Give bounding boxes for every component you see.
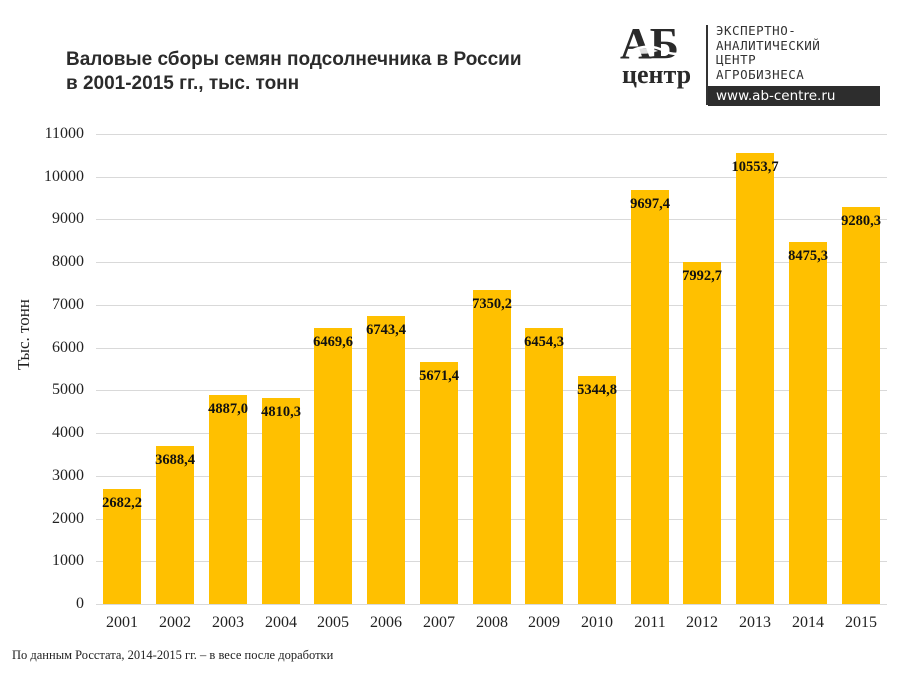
y-tick-label: 1000 [52, 552, 84, 569]
x-tick-label: 2011 [634, 614, 666, 631]
bar-2011 [631, 190, 669, 604]
bar-2002 [156, 446, 194, 604]
gridline [96, 177, 887, 178]
logo-line: АНАЛИТИЧЕСКИЙ [716, 37, 821, 53]
x-tick-label: 2008 [476, 614, 508, 631]
gridline [96, 604, 887, 605]
x-tick-label: 2002 [159, 614, 191, 631]
x-tick-label: 2004 [265, 614, 297, 631]
bar-2006 [367, 316, 405, 604]
x-tick-label: 2013 [739, 614, 771, 631]
leaf-icon [627, 45, 701, 56]
y-tick-label: 11000 [44, 125, 84, 142]
bar-value-label: 7350,2 [472, 296, 512, 312]
x-tick-label: 2012 [686, 614, 718, 631]
logo-mark: АБ центр [618, 19, 706, 92]
logo-line: ЦЕНТР [716, 52, 757, 67]
bar-value-label: 5344,8 [577, 382, 617, 398]
x-tick-label: 2005 [317, 614, 349, 631]
bar-2003 [209, 395, 247, 604]
bar-value-label: 6454,3 [524, 334, 564, 350]
y-tick-label: 5000 [52, 381, 84, 398]
x-tick-label: 2010 [581, 614, 613, 631]
bar-value-label: 3688,4 [155, 452, 195, 468]
bar-value-label: 9697,4 [630, 196, 670, 212]
gridline [96, 219, 887, 220]
x-tick-label: 2007 [423, 614, 455, 631]
x-tick-label: 2015 [845, 614, 877, 631]
y-tick-label: 0 [76, 595, 84, 612]
y-tick-label: 7000 [52, 296, 84, 313]
gridline [96, 134, 887, 135]
y-tick-label: 4000 [52, 424, 84, 441]
bar-2005 [314, 328, 352, 604]
ab-centre-logo: АБ центр ЭКСПЕРТНО- АНАЛИТИЧЕСКИЙ ЦЕНТР … [618, 19, 880, 106]
y-tick-label: 3000 [52, 467, 84, 484]
chart-title-line1: Валовые сборы семян подсолнечника в Росс… [66, 49, 522, 70]
bar-value-label: 9280,3 [841, 213, 881, 229]
bar-value-label: 4887,0 [208, 401, 248, 417]
bar-2010 [578, 376, 616, 604]
chart-title: Валовые сборы семян подсолнечника в Росс… [66, 48, 522, 96]
logo-ab-text: АБ [620, 19, 679, 68]
bar-value-label: 6469,6 [313, 334, 353, 350]
x-tick-label: 2003 [212, 614, 244, 631]
y-tick-label: 9000 [52, 210, 84, 227]
x-tick-label: 2001 [106, 614, 138, 631]
x-tick-label: 2006 [370, 614, 402, 631]
bar-2007 [420, 362, 458, 604]
x-tick-label: 2009 [528, 614, 560, 631]
logo-url: www.ab-centre.ru [708, 86, 880, 106]
bar-2004 [262, 398, 300, 604]
y-tick-label: 8000 [52, 253, 84, 270]
logo-line: ЭКСПЕРТНО- [716, 23, 797, 38]
source-footnote: По данным Росстата, 2014-2015 гг. – в ве… [12, 648, 334, 662]
bar-value-label: 6743,4 [366, 322, 406, 338]
bar-value-label: 5671,4 [419, 368, 459, 384]
logo-centr-text: центр [622, 60, 692, 89]
chart-title-line2: в 2001-2015 гг., тыс. тонн [66, 73, 300, 94]
y-tick-label: 10000 [44, 168, 84, 185]
bar-2013 [736, 153, 774, 604]
y-tick-label: 6000 [52, 339, 84, 356]
logo-line: АГРОБИЗНЕСА [716, 66, 805, 82]
y-tick-label: 2000 [52, 510, 84, 527]
gridline [96, 262, 887, 263]
logo-divider [706, 25, 708, 105]
bar-value-label: 4810,3 [261, 404, 301, 420]
bar-2014 [789, 242, 827, 604]
logo-org-name: ЭКСПЕРТНО- АНАЛИТИЧЕСКИЙ ЦЕНТР АГРОБИЗНЕ… [716, 23, 821, 82]
bar-value-label: 10553,7 [731, 159, 779, 175]
bar-2015 [842, 207, 880, 604]
bar-value-label: 7992,7 [682, 268, 722, 284]
bar-2012 [683, 262, 721, 604]
bar-2001 [103, 489, 141, 604]
bar-2008 [473, 290, 511, 604]
bar-2009 [525, 328, 563, 604]
bar-value-label: 8475,3 [788, 248, 828, 264]
x-tick-label: 2014 [792, 614, 824, 631]
bar-value-label: 2682,2 [102, 495, 142, 511]
